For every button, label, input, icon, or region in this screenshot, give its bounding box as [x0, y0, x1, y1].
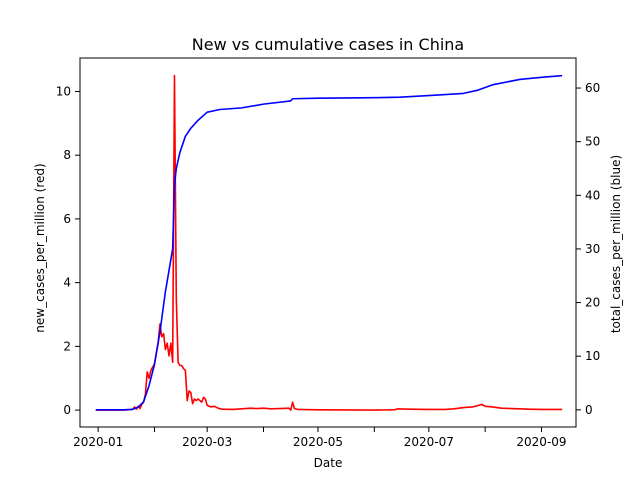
left-y-tick-label: 2 [63, 339, 71, 353]
x-tick-label: 2020-09 [516, 435, 566, 449]
left-y-tick-label: 8 [63, 148, 71, 162]
new-cases-line [95, 74, 563, 411]
right-y-tick-label: 10 [585, 349, 600, 363]
x-tick-label: 2020-01 [73, 435, 123, 449]
x-tick-label: 2020-05 [293, 435, 343, 449]
axes-layer: 2020-01 2020-03 2020-05 2020-07 2020-09 0 2 4 6 8… [56, 57, 600, 449]
chart-title: New vs cumulative cases in China [192, 35, 464, 54]
right-y-tick-label: 0 [585, 403, 593, 417]
total-cases-line [95, 74, 563, 411]
left-y-tick-label: 10 [56, 84, 71, 98]
right-y-tick-label: 50 [585, 135, 600, 149]
left-y-tick-label: 6 [63, 212, 71, 226]
right-y-tick-label: 30 [585, 242, 600, 256]
x-tick-label: 2020-03 [182, 435, 232, 449]
x-axis-label: Date [314, 456, 343, 470]
right-y-tick-label: 20 [585, 296, 600, 310]
right-y-tick-label: 40 [585, 188, 600, 202]
right-y-tick-label: 60 [585, 81, 600, 95]
left-y-axis-label: new_cases_per_million (red) [33, 163, 47, 332]
right-y-axis-label: total_cases_per_million (blue) [609, 155, 623, 333]
left-y-tick-label: 4 [63, 276, 71, 290]
left-y-tick-label: 0 [63, 403, 71, 417]
x-tick-label: 2020-07 [404, 435, 454, 449]
series-layer [95, 74, 563, 411]
plot-frame [79, 57, 577, 428]
